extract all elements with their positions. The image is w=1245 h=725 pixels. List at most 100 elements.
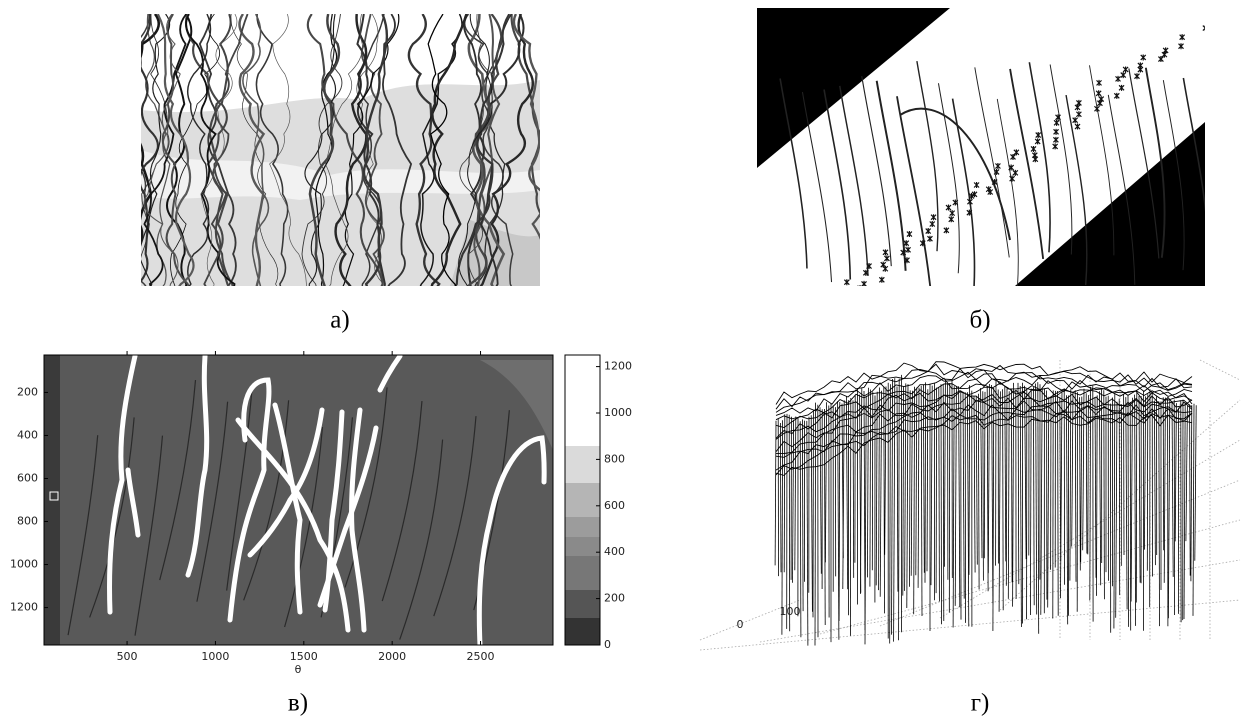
- mesh-line: [894, 378, 895, 641]
- mesh-line: [988, 384, 989, 573]
- mesh-ridge: [776, 362, 1192, 405]
- mesh-line: [936, 388, 937, 593]
- mesh-line: [967, 392, 968, 626]
- mesh-line: [1191, 405, 1192, 581]
- colorbar-tick-label: 200: [604, 592, 625, 605]
- caption: а): [330, 307, 349, 334]
- mesh-line: [1041, 388, 1042, 615]
- colorbar-band: [565, 483, 600, 517]
- x-axis-label: θ: [295, 663, 302, 676]
- x-tick-label: 1000: [201, 650, 229, 663]
- mesh-ridge: [776, 369, 1192, 413]
- mesh-line: [885, 387, 886, 555]
- mesh-line: [784, 414, 785, 572]
- colorbar: [565, 355, 600, 645]
- mesh-line: [1184, 403, 1185, 619]
- mesh-line: [941, 384, 942, 624]
- colorbar-band: [565, 618, 600, 645]
- mesh-line: [838, 401, 839, 640]
- colorbar-tick-label: 400: [604, 545, 625, 558]
- mesh-line: [853, 400, 854, 578]
- mesh-line: [914, 387, 915, 615]
- mesh-line: [999, 391, 1000, 611]
- mesh-line: [1086, 393, 1087, 553]
- mesh-line: [1081, 397, 1082, 563]
- mesh-line: [1164, 398, 1165, 583]
- mesh-line: [1114, 393, 1115, 628]
- mesh-line: [1058, 391, 1059, 616]
- mesh-line: [884, 387, 885, 614]
- mesh-line: [1126, 397, 1127, 609]
- mesh-line: [789, 415, 790, 632]
- y-tick-label: 200: [17, 385, 38, 398]
- mesh-line: [1168, 400, 1169, 618]
- mesh-line: [1139, 396, 1140, 583]
- mesh-line: [1193, 404, 1194, 616]
- mesh-line: [910, 390, 911, 586]
- colorbar-band: [565, 446, 600, 483]
- cross: [841, 287, 846, 293]
- caption: г): [971, 690, 990, 717]
- mesh-line: [1018, 383, 1019, 584]
- mesh-line: [1135, 395, 1136, 626]
- mesh-line: [1190, 404, 1191, 575]
- mesh-line: [872, 392, 873, 570]
- mesh-line: [1099, 391, 1100, 585]
- mesh-line: [1090, 387, 1091, 601]
- mesh-line: [811, 415, 812, 611]
- mesh-line: [876, 392, 877, 586]
- mesh-line: [879, 388, 880, 591]
- mesh-line: [1144, 396, 1145, 549]
- mesh-line: [861, 388, 862, 594]
- mesh-line: [1013, 383, 1014, 607]
- mesh-line: [974, 397, 975, 573]
- mesh-line: [984, 392, 985, 558]
- mesh-ridge: [776, 405, 1192, 457]
- cross: [858, 285, 863, 291]
- mesh-line: [907, 384, 908, 608]
- mesh-line: [795, 417, 796, 571]
- mesh-line: [1030, 389, 1031, 615]
- y-tick-label: 400: [17, 428, 38, 441]
- mesh-line: [918, 388, 919, 588]
- y-tick-label: 800: [17, 515, 38, 528]
- mesh-line: [1154, 401, 1155, 565]
- mesh-line: [969, 385, 970, 575]
- colorbar-tick-label: 600: [604, 499, 625, 512]
- x-tick-label: 2000: [378, 650, 406, 663]
- mesh-line: [1020, 386, 1021, 627]
- mesh-line: [870, 390, 871, 587]
- mesh-line: [955, 386, 956, 606]
- mesh-line: [775, 421, 776, 566]
- x-tick-label: 1500: [290, 650, 318, 663]
- colorbar-band: [565, 590, 600, 618]
- mesh-line: [1130, 402, 1131, 631]
- x-tick-label: 500: [117, 650, 138, 663]
- mesh-line: [802, 419, 803, 611]
- mesh-line: [1088, 395, 1089, 554]
- grid-line: [1200, 360, 1240, 380]
- panel-d-surface: 100 0: [700, 360, 1240, 650]
- figure: 5001000150020002500200400600800100012000…: [0, 0, 1245, 720]
- mesh-line: [793, 420, 794, 583]
- x-tick-label: 2500: [467, 650, 495, 663]
- mesh-line: [782, 420, 783, 634]
- y-tick-label: 1000: [10, 558, 38, 571]
- mesh-line: [815, 403, 816, 646]
- mesh-line: [1075, 390, 1076, 582]
- colorbar-band: [565, 556, 600, 590]
- mesh-line: [1008, 391, 1009, 599]
- mesh-line: [1072, 392, 1073, 546]
- mesh-line: [1175, 403, 1176, 541]
- caption: б): [969, 307, 990, 334]
- mesh-line: [1066, 395, 1067, 624]
- mesh-line: [943, 384, 944, 621]
- mesh-line: [1131, 398, 1132, 602]
- mesh-line: [992, 385, 993, 603]
- colorbar-band: [565, 537, 600, 556]
- mesh-line: [931, 386, 932, 585]
- mesh-line: [824, 409, 825, 625]
- mesh-line: [923, 385, 924, 573]
- mesh-line: [807, 421, 808, 646]
- page: {"panels": [ {"caption": "а)"}, {"captio…: [0, 0, 1245, 720]
